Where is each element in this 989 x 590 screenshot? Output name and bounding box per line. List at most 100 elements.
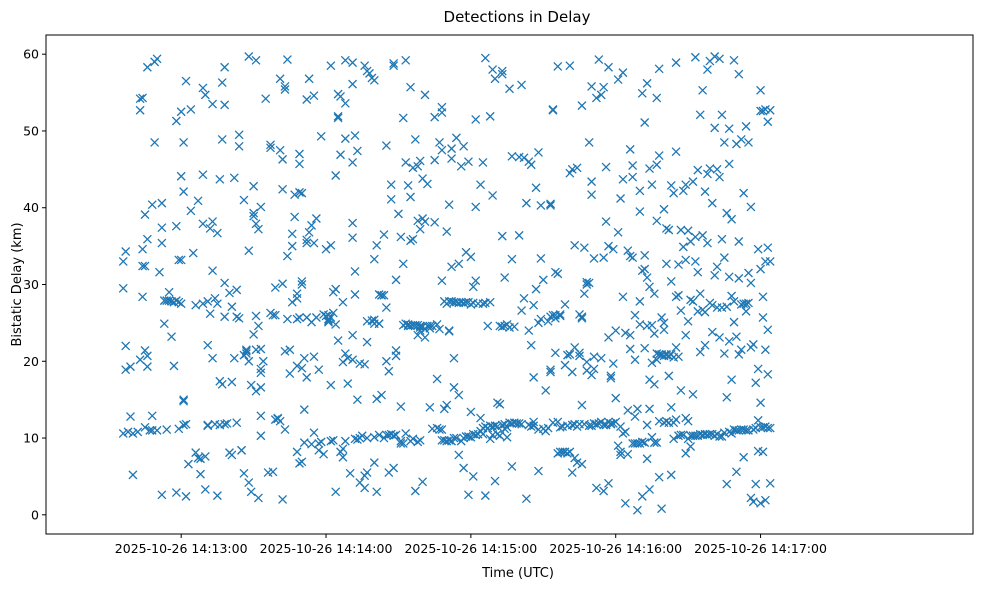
- data-point: [340, 55, 350, 65]
- data-point: [179, 395, 189, 405]
- data-point: [179, 187, 189, 197]
- data-point: [449, 353, 459, 363]
- data-point: [447, 144, 457, 154]
- data-point: [157, 238, 167, 248]
- data-point: [604, 333, 613, 342]
- data-point: [758, 292, 768, 302]
- y-tick-label: 20: [23, 354, 39, 369]
- data-point: [613, 227, 623, 237]
- data-point: [408, 234, 418, 244]
- data-point: [722, 302, 732, 312]
- data-point: [642, 454, 652, 464]
- data-point: [249, 208, 259, 218]
- data-point: [401, 428, 411, 438]
- data-point: [567, 367, 577, 377]
- data-point: [623, 405, 633, 415]
- data-point: [444, 435, 454, 445]
- data-point: [314, 365, 324, 375]
- data-point: [756, 398, 766, 408]
- data-point: [179, 396, 189, 406]
- data-point: [577, 101, 587, 111]
- data-point: [215, 174, 225, 184]
- data-point: [611, 326, 621, 336]
- data-point: [391, 430, 401, 440]
- data-point: [502, 432, 512, 442]
- data-point: [138, 261, 148, 271]
- data-point: [297, 188, 307, 198]
- data-point: [674, 290, 683, 300]
- data-point: [546, 200, 555, 210]
- data-point: [628, 253, 638, 263]
- data-point: [360, 359, 370, 369]
- data-point: [664, 225, 674, 235]
- data-point: [647, 358, 657, 368]
- data-point: [336, 91, 345, 101]
- data-point: [702, 238, 712, 248]
- data-point: [717, 234, 727, 244]
- data-point: [741, 121, 751, 131]
- x-tick-label: 2025-10-26 14:14:00: [260, 541, 393, 556]
- data-point: [606, 371, 616, 381]
- data-point: [121, 247, 131, 256]
- data-point: [531, 284, 541, 294]
- data-point: [171, 221, 181, 231]
- data-point: [415, 321, 425, 331]
- data-point: [526, 422, 536, 431]
- data-point: [652, 216, 662, 226]
- data-point: [645, 485, 654, 494]
- data-point: [642, 420, 652, 430]
- data-point: [748, 497, 758, 507]
- data-point: [707, 198, 717, 208]
- data-point: [401, 55, 411, 65]
- data-point: [217, 134, 227, 144]
- data-point: [253, 493, 263, 503]
- data-point: [244, 356, 254, 366]
- data-point: [541, 385, 551, 395]
- data-point: [606, 418, 616, 428]
- data-point: [282, 55, 292, 65]
- data-point: [567, 468, 577, 478]
- data-point: [256, 202, 266, 212]
- data-point: [765, 105, 775, 115]
- data-point: [683, 416, 693, 426]
- data-point: [579, 243, 589, 253]
- data-point: [420, 333, 430, 342]
- data-point: [695, 347, 705, 357]
- data-point: [560, 300, 570, 309]
- data-point: [439, 404, 449, 414]
- data-point: [208, 266, 218, 276]
- data-point: [299, 405, 309, 415]
- data-point: [635, 207, 645, 217]
- data-point: [599, 82, 609, 92]
- data-point: [618, 292, 628, 302]
- y-axis-ticks: 0 10 20 30 40 50 60: [23, 47, 46, 522]
- data-point: [765, 423, 775, 433]
- data-point: [550, 313, 560, 323]
- data-point: [208, 353, 218, 363]
- data-point: [739, 452, 749, 462]
- data-point: [352, 395, 362, 405]
- data-point: [657, 504, 667, 514]
- data-point: [596, 90, 606, 100]
- data-point: [763, 243, 773, 253]
- data-point: [688, 177, 698, 187]
- data-point: [649, 329, 659, 339]
- data-point: [241, 346, 251, 356]
- data-point: [186, 105, 196, 114]
- data-point: [145, 425, 155, 435]
- data-point: [350, 290, 360, 299]
- data-point: [521, 494, 531, 504]
- data-point: [751, 479, 761, 489]
- data-point: [529, 300, 539, 310]
- data-point: [700, 187, 710, 197]
- data-point: [304, 227, 314, 237]
- data-point: [435, 425, 444, 435]
- data-point: [524, 326, 534, 336]
- data-point: [565, 61, 575, 71]
- data-point: [640, 264, 650, 274]
- data-point: [437, 145, 447, 155]
- data-point: [246, 380, 256, 390]
- data-point: [647, 320, 657, 330]
- data-point: [307, 220, 317, 230]
- data-point: [536, 314, 546, 324]
